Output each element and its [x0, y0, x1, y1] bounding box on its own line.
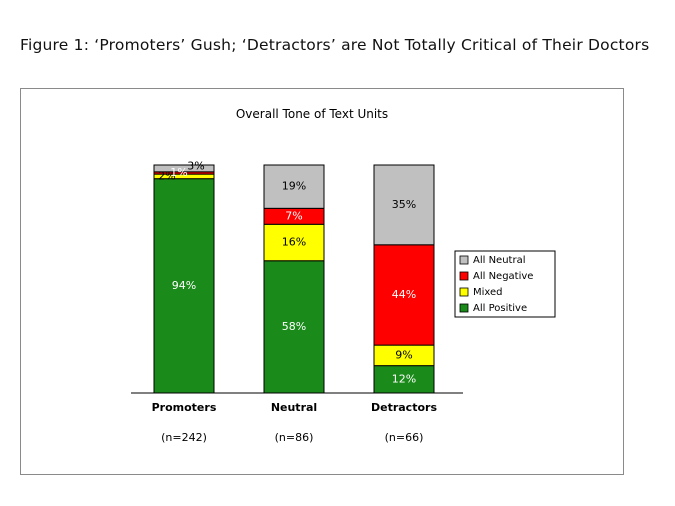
legend: All Neutral All Negative Mixed All Positive: [454, 250, 556, 318]
bar-segment-promoters-all-positive: [153, 178, 215, 394]
chart-frame: Overall Tone of Text Units 94% 2% 1% 3% Prom…: [20, 88, 624, 475]
legend-label-all-positive: All Positive: [473, 303, 527, 314]
data-label-neutral-all-neutral: 19%: [282, 180, 306, 193]
legend-swatch-all-neutral: [459, 255, 469, 265]
data-label-detractors-all-negative: 44%: [392, 288, 416, 301]
legend-swatch-all-negative: [459, 271, 469, 281]
data-label-neutral-all-negative: 7%: [285, 209, 302, 222]
data-label-promoters-all-negative: 1%: [170, 166, 187, 179]
data-label-promoters-all-neutral: 3%: [187, 159, 204, 172]
legend-label-all-negative: All Negative: [473, 271, 533, 282]
data-label-detractors-all-positive: 12%: [392, 372, 416, 385]
data-label-promoters-mixed: 2%: [158, 169, 175, 182]
sample-size-detractors: (n=66): [385, 431, 424, 444]
data-label-neutral-mixed: 16%: [282, 236, 306, 249]
data-label-detractors-mixed: 9%: [395, 348, 412, 361]
legend-box: [454, 250, 556, 318]
legend-swatch-mixed: [459, 287, 469, 297]
figure-title: Figure 1: ‘Promoters’ Gush; ‘Detractors’…: [20, 36, 650, 54]
legend-label-all-neutral: All Neutral: [473, 255, 526, 266]
data-label-neutral-all-positive: 58%: [282, 320, 306, 333]
bar-segment-neutral-all-neutral: [263, 164, 325, 209]
legend-label-mixed: Mixed: [473, 287, 503, 298]
category-label-promoters: Promoters: [152, 401, 217, 414]
bars-group: 94% 2%1%3% Promoters (n=242) 58% 16% 7% 19% Neut…: [152, 159, 438, 444]
stacked-bar-chart: Overall Tone of Text Units 94% 2%1%3% Prom…: [131, 107, 556, 444]
category-label-detractors: Detractors: [371, 401, 437, 414]
bar-segment-detractors-all-neutral: [373, 164, 435, 246]
data-label-detractors-all-neutral: 35%: [392, 198, 416, 211]
bar-segment-detractors-all-negative: [373, 244, 435, 346]
bar-segment-promoters-all-neutral: [153, 164, 215, 173]
bar-segment-detractors-all-positive: [373, 365, 435, 394]
category-label-neutral: Neutral: [271, 401, 317, 414]
chart-title: Overall Tone of Text Units: [236, 107, 388, 121]
legend-swatch-all-positive: [459, 303, 469, 313]
sample-size-promoters: (n=242): [161, 431, 207, 444]
data-label-promoters-all-positive: 94%: [172, 279, 196, 292]
bar-segment-neutral-all-positive: [263, 260, 325, 394]
sample-size-neutral: (n=86): [275, 431, 314, 444]
